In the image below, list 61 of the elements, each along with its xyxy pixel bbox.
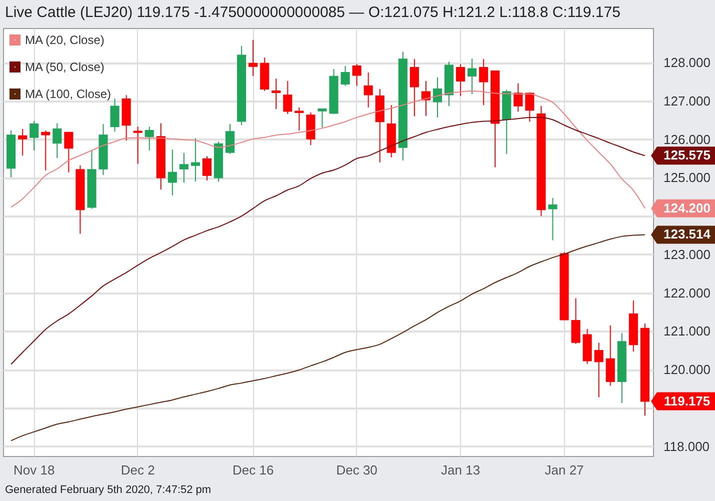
candlestick [41, 130, 50, 171]
legend-label: MA (100, Close) [25, 87, 112, 101]
y-tick-label: 128.000 [664, 55, 710, 70]
candlestick [272, 78, 281, 110]
candlestick [18, 128, 28, 156]
x-tick-label: Dec 2 [120, 462, 155, 478]
y-tick-label: 120.000 [664, 362, 710, 378]
candlestick [548, 198, 558, 241]
text: 124.200 [664, 200, 710, 216]
text: 123.514 [664, 226, 712, 242]
x-tick-label: Jan 27 [544, 462, 584, 478]
candlestick [168, 149, 177, 196]
candlestick [202, 156, 212, 181]
text: Generated February 5th 2020, 7:47:52 pm [5, 484, 212, 496]
candlestick [525, 92, 534, 122]
text: 119.175 [664, 393, 710, 408]
candlestick [571, 298, 580, 344]
candlestick [190, 138, 200, 182]
candlestick [421, 80, 430, 116]
y-tick-label: 121.000 [664, 324, 710, 339]
candlestick [133, 126, 142, 164]
legend-label: MA (50, Close) [25, 60, 104, 74]
candlestick [64, 132, 74, 173]
y-tick-label: 122.000 [664, 285, 710, 300]
candlestick [594, 342, 604, 398]
y-tick-label: 125.000 [664, 170, 710, 186]
candlestick [52, 122, 62, 159]
x-tick-label: Nov 18 [14, 462, 55, 478]
candlestick [226, 123, 235, 154]
legend-label: MA (20, Close) [25, 33, 104, 47]
y-tick-label: 127.000 [664, 93, 710, 108]
y-tick-label: 123.000 [664, 246, 710, 262]
candlestick [352, 64, 362, 86]
x-tick-label: Jan 13 [441, 462, 480, 478]
candlestick [468, 58, 477, 95]
candlestick [179, 152, 188, 184]
candlestick [248, 39, 258, 76]
candlestick [432, 77, 442, 118]
candlestick [110, 98, 120, 132]
candlestick [294, 106, 304, 131]
line-series [10, 234, 646, 442]
candlestick [606, 324, 615, 386]
y-tick-label: 126.000 [664, 132, 710, 147]
chart-title: Live Cattle (LEJ20) 119.175 -1.4750000000000085 — O:121.075 H:121.2 L:118.8 C:119.175 [5, 4, 620, 21]
x-tick-label: Dec 30 [336, 462, 378, 478]
candlestick [340, 66, 350, 86]
candlestick [30, 120, 39, 151]
candlestick [144, 126, 154, 151]
candlestick [514, 82, 523, 112]
candlestick [318, 108, 327, 128]
candlestick [306, 112, 316, 146]
x-tick-label: Dec 16 [232, 462, 274, 478]
candlestick [410, 58, 419, 117]
candlestick [283, 80, 292, 114]
line-series [10, 90, 646, 209]
candlestick [479, 58, 488, 106]
line-series [10, 116, 646, 365]
y-tick-label: 118.000 [664, 438, 710, 454]
candlestick [456, 64, 466, 96]
candlestick [364, 72, 373, 108]
text: 125.575 [664, 148, 710, 163]
